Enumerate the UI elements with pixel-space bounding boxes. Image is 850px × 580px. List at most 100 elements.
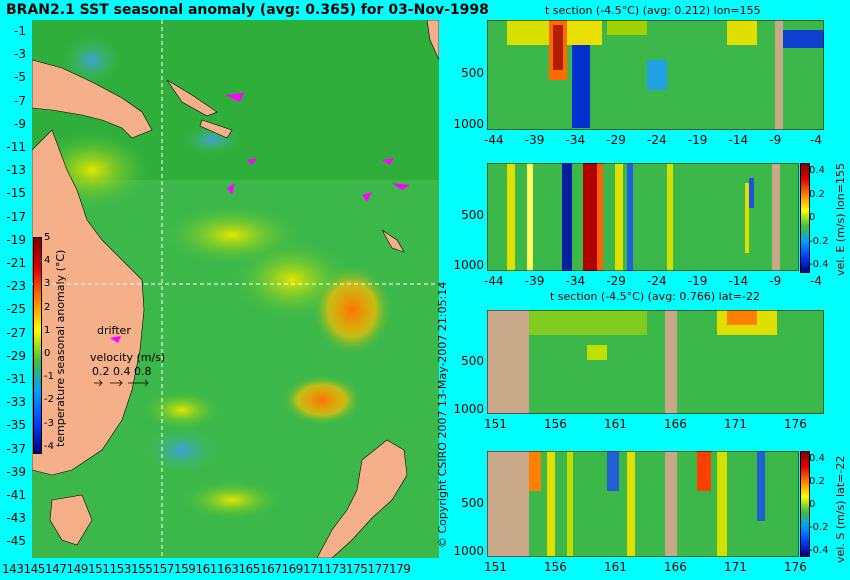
panel-x-tick: 151	[484, 560, 507, 574]
lat-tick-label: -7	[14, 93, 26, 108]
lat-tick-label: -5	[14, 70, 26, 85]
lon-tick-label: 147	[45, 562, 67, 576]
latitude-axis: -1 -3 -5 -7 -9 -11 -13 -15 -17 -19 -21 -23 -25 -27 -29…	[0, 20, 30, 558]
lon-tick-label: 171	[303, 562, 325, 576]
lat-tick-label: -11	[6, 140, 26, 154]
lon-tick-label: 143	[2, 562, 24, 576]
lat-tick-label: -43	[6, 511, 26, 526]
panel-x-tick: 156	[544, 417, 567, 431]
panel-x-tick: 151	[484, 417, 507, 431]
panel-x-tick: -24	[647, 274, 667, 288]
lon-tick-label: 177	[367, 562, 390, 576]
panel1-title: t section (-4.5°C) (avg: 0.212) lon=155	[545, 4, 761, 17]
panel-colorbar-tick: 0	[809, 212, 816, 223]
main-title: BRAN2.1 SST seasonal anomaly (avg: 0.365…	[6, 2, 489, 18]
lat-tick-label: -31	[6, 372, 26, 386]
lat-tick-label: -3	[14, 47, 26, 62]
panel-y-tick: 500	[461, 495, 484, 510]
lat-tick-label: -41	[6, 488, 26, 502]
panel-y-tick: 500	[461, 353, 484, 368]
lon-tick-label: 153	[109, 562, 132, 576]
lon-tick-label: 165	[238, 562, 261, 576]
lon-tick-label: 179	[389, 562, 411, 576]
lat-tick-label: -39	[6, 464, 26, 479]
copyright-text: © Copyright CSIRO 2007 13-May-2007 21:05…	[436, 281, 449, 548]
panel-x-tick: -34	[565, 274, 586, 288]
panel-x-tick: 171	[724, 417, 747, 431]
lat-tick-label: -33	[6, 395, 26, 410]
main-map	[32, 20, 439, 558]
lat-tick-label: -1	[14, 24, 26, 38]
panel-x-tick: -34	[565, 133, 586, 147]
lon-tick-label: 163	[217, 562, 239, 576]
colorbar-tick-label: 4	[44, 255, 51, 267]
panel2-side-label: vel. E (m/s) lon=155	[834, 163, 847, 276]
panel-x-tick: 176	[784, 560, 807, 574]
panel-x-tick: -29	[606, 274, 626, 288]
colorbar-tick-label: -2	[44, 394, 54, 406]
velocity-values: 0.2 0.4 0.8	[92, 365, 152, 378]
colorbar-tick-label: 5	[44, 232, 51, 243]
panel-colorbar-tick: 0.4	[809, 453, 825, 464]
velocity-arrows	[94, 379, 149, 387]
sst-colorbar	[33, 237, 42, 454]
lat-tick-label: -15	[6, 186, 26, 201]
panel-x-tick: -14	[728, 133, 749, 147]
drifter-label: drifter	[97, 324, 131, 337]
lon-tick-label: 145	[23, 562, 46, 576]
panel-x-tick: 161	[604, 560, 627, 574]
panel4-section	[487, 451, 799, 557]
panel2-section	[487, 163, 799, 271]
panel-y-tick: 1000	[453, 258, 484, 273]
lon-tick-label: 151	[88, 562, 110, 576]
lat-tick-label: -29	[6, 348, 26, 363]
lon-tick-label: 159	[174, 562, 196, 576]
panel-colorbar-tick: 0.2	[809, 188, 825, 200]
panel-x-tick: 166	[664, 417, 687, 431]
lon-tick-label: 155	[131, 562, 153, 576]
lat-tick-label: -9	[14, 116, 26, 131]
longitude-axis: 143 145 147 149 151 153 155 157 159 161 163 165 167 1…	[0, 562, 440, 578]
panel-x-tick: -44	[484, 274, 504, 288]
panel-x-tick: 166	[664, 560, 687, 574]
panel-x-tick: -14	[728, 274, 749, 288]
colorbar-tick-label: -4	[44, 440, 54, 452]
lon-tick-label: 167	[260, 562, 282, 576]
lon-tick-label: 161	[195, 562, 218, 576]
lat-tick-label: -27	[6, 325, 26, 340]
colorbar-tick-label: 2	[44, 301, 51, 313]
panel-colorbar-tick: 0.2	[809, 476, 825, 487]
colorbar-tick-label: 0	[44, 348, 51, 359]
sst-colorbar-ticks: 5 4 3 2 1 0 -1 -2 -3 -4	[44, 232, 58, 457]
panel2-colorbar	[800, 163, 810, 273]
sst-colorbar-label: temperature seasonal anomaly (°C)	[54, 249, 67, 447]
panel3-section	[487, 310, 824, 414]
panel-x-tick: -4	[810, 274, 822, 288]
lon-tick-label: 173	[324, 562, 347, 576]
lat-tick-label: -45	[6, 534, 26, 549]
panel1-section	[487, 20, 824, 130]
panel-colorbar-tick: -0.2	[809, 235, 829, 247]
lat-tick-label: -23	[6, 279, 26, 294]
panel-x-tick: -4	[810, 133, 822, 147]
velocity-label: velocity (m/s)	[90, 351, 166, 364]
panel-y-tick: 1000	[453, 116, 484, 131]
panel-colorbar-tick: 0.4	[809, 165, 825, 176]
lat-tick-label: -37	[6, 441, 26, 456]
lon-tick-label: 169	[281, 562, 304, 576]
panel-y-tick: 1000	[453, 401, 484, 416]
panel-x-tick: -19	[687, 274, 708, 288]
panel-x-tick: 161	[604, 417, 627, 431]
panel-y-tick: 500	[461, 66, 484, 81]
panel-x-tick: -39	[524, 133, 545, 147]
panel-x-tick: -9	[769, 274, 782, 288]
lon-tick-label: 175	[346, 562, 368, 576]
panel-colorbar-tick: -0.4	[809, 259, 829, 270]
panel-y-tick: 500	[461, 208, 484, 223]
panel-x-tick: 156	[544, 560, 567, 574]
panel-x-tick: 176	[784, 417, 807, 431]
lat-tick-label: -25	[6, 302, 26, 317]
lat-tick-label: -19	[6, 232, 26, 247]
colorbar-tick-label: 1	[44, 324, 51, 336]
panel-y-tick: 1000	[453, 544, 484, 559]
